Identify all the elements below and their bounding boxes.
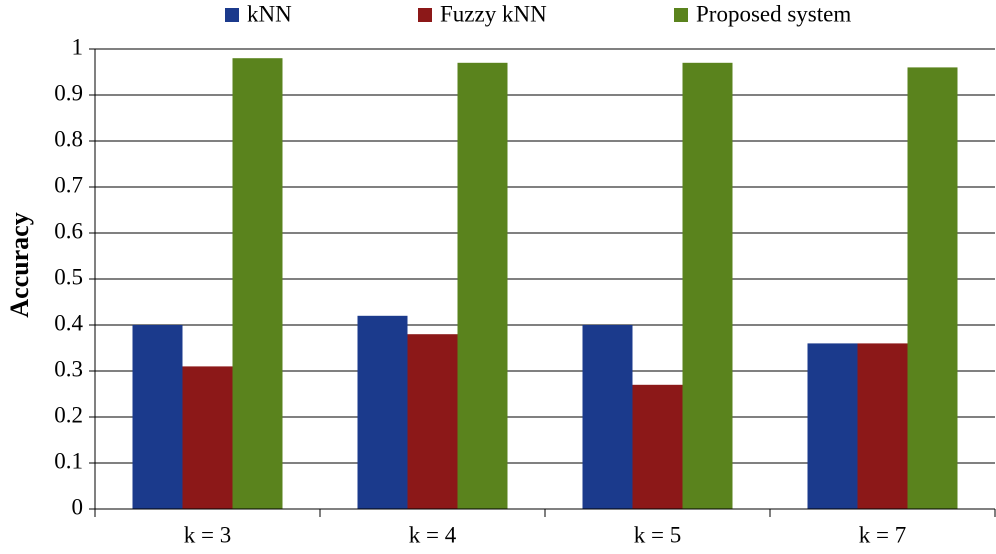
y-tick-label: 0.3 [54, 356, 83, 381]
bar [807, 343, 858, 509]
x-tick-label: k = 5 [634, 522, 681, 547]
bar [457, 62, 508, 510]
y-tick-label: 0.2 [54, 402, 83, 427]
bar [407, 334, 458, 509]
legend-swatch [418, 8, 432, 22]
bar [682, 62, 733, 510]
legend-label: kNN [247, 1, 292, 26]
y-tick-label: 0.4 [54, 310, 83, 335]
bar [182, 366, 233, 509]
y-tick-label: 0 [72, 494, 84, 519]
y-tick-label: 0.5 [54, 264, 83, 289]
bar [582, 325, 633, 509]
x-tick-label: k = 3 [184, 522, 231, 547]
bar [132, 325, 183, 509]
x-tick-label: k = 4 [409, 522, 457, 547]
y-tick-label: 0.8 [54, 126, 83, 151]
bar [857, 343, 908, 509]
y-tick-label: 0.9 [54, 80, 83, 105]
x-tick-label: k = 7 [859, 522, 906, 547]
bar [232, 58, 283, 509]
bar [357, 315, 408, 509]
y-axis-label: Accuracy [5, 212, 34, 317]
y-tick-label: 0.6 [54, 218, 83, 243]
y-tick-label: 1 [72, 34, 84, 59]
legend-swatch [225, 8, 239, 22]
bar [907, 67, 958, 510]
y-tick-label: 0.7 [54, 172, 83, 197]
legend-label: Fuzzy kNN [440, 1, 547, 26]
bar [632, 384, 683, 509]
legend-swatch [674, 8, 688, 22]
y-tick-label: 0.1 [54, 448, 83, 473]
legend-label: Proposed system [696, 1, 851, 26]
